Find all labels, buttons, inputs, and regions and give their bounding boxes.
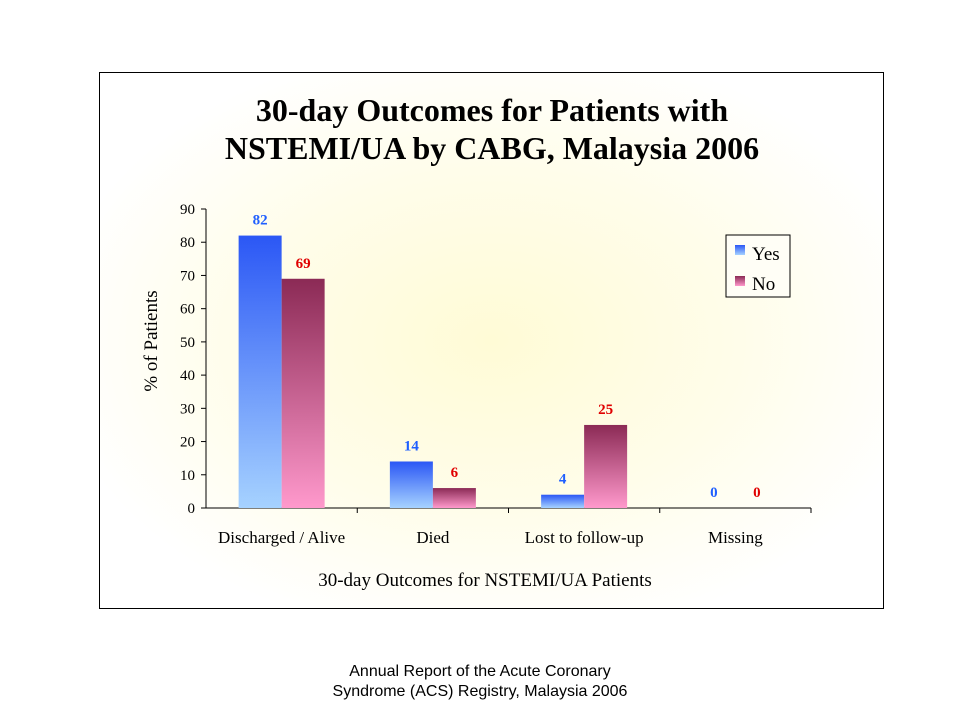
bar-yes	[238, 235, 282, 509]
x-category-label: Missing	[708, 528, 763, 547]
y-axis-title: % of Patients	[141, 290, 162, 391]
y-tick-label: 20	[180, 435, 195, 451]
y-tick-label: 70	[180, 268, 195, 284]
bar-no	[584, 424, 628, 508]
bar-yes	[541, 494, 585, 508]
y-tick-label: 10	[180, 468, 195, 484]
x-axis-title: 30-day Outcomes for NSTEMI/UA Patients	[318, 570, 652, 591]
x-category-label: Died	[416, 528, 450, 547]
data-label-no: 25	[598, 402, 613, 418]
y-tick-label: 60	[180, 302, 195, 318]
chart-title-line-1: 30-day Outcomes for Patients with	[256, 92, 728, 128]
caption-line-1: Annual Report of the Acute Coronary	[349, 663, 611, 680]
caption-line-2: Syndrome (ACS) Registry, Malaysia 2006	[332, 683, 628, 700]
data-label-yes: 82	[253, 213, 268, 229]
slide-caption: Annual Report of the Acute Coronary Synd…	[0, 662, 960, 702]
data-label-yes: 4	[559, 472, 567, 488]
y-tick-label: 90	[180, 202, 195, 218]
data-label-no: 6	[451, 465, 459, 481]
bar-no	[432, 488, 476, 508]
data-label-yes: 0	[710, 485, 718, 501]
bar-no	[281, 278, 325, 508]
data-label-no: 69	[296, 256, 311, 272]
y-tick-label: 80	[180, 235, 195, 251]
data-label-no: 0	[753, 485, 761, 501]
y-tick-label: 50	[180, 335, 195, 351]
y-tick-label: 0	[188, 501, 196, 517]
bar-chart: 30-day Outcomes for Patients with NSTEMI…	[141, 92, 812, 591]
x-category-label: Lost to follow-up	[525, 528, 644, 547]
chart-title-line-2: NSTEMI/UA by CABG, Malaysia 2006	[225, 130, 759, 166]
x-category-label: Discharged / Alive	[218, 528, 345, 547]
legend: Yes No	[725, 234, 791, 298]
y-tick-label: 40	[180, 368, 195, 384]
bar-yes	[389, 461, 433, 508]
y-tick-label: 30	[180, 401, 195, 417]
legend-swatch-yes	[735, 245, 745, 255]
legend-label-yes: Yes	[752, 244, 780, 265]
legend-swatch-no	[735, 276, 745, 286]
chart-frame: 30-day Outcomes for Patients with NSTEMI…	[99, 72, 884, 609]
data-label-yes: 14	[404, 438, 420, 454]
legend-label-no: No	[752, 274, 775, 295]
